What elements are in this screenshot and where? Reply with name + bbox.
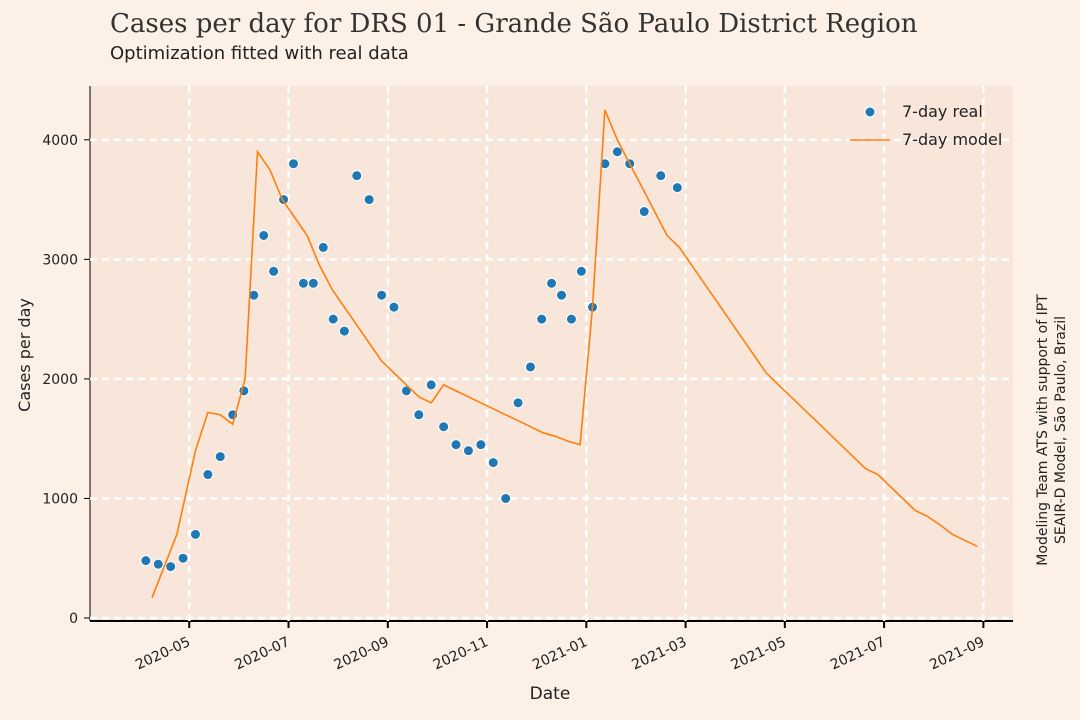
- data-point: [438, 421, 450, 433]
- side-note: SEAIR-D Model, São Paulo, Brazil: [1053, 316, 1069, 544]
- data-point: [287, 158, 299, 170]
- data-point: [297, 277, 309, 289]
- side-note: Modeling Team ATS with support of IPT: [1035, 294, 1051, 566]
- data-point: [655, 170, 667, 182]
- data-point: [152, 558, 164, 570]
- data-point: [307, 277, 319, 289]
- data-point: [671, 182, 683, 194]
- data-point: [475, 439, 487, 451]
- data-point: [248, 289, 260, 301]
- data-point: [536, 313, 548, 325]
- data-point: [638, 206, 650, 218]
- data-point: [338, 325, 350, 337]
- data-point: [512, 397, 524, 409]
- data-point: [214, 451, 226, 463]
- legend-label: 7-day model: [902, 130, 1002, 149]
- data-point: [268, 265, 280, 277]
- data-point: [487, 457, 499, 469]
- data-point: [189, 528, 201, 540]
- data-point: [450, 439, 462, 451]
- x-tick-label: 2020-09: [332, 634, 392, 673]
- y-tick-label: 0: [69, 611, 78, 627]
- data-point: [327, 313, 339, 325]
- data-point: [202, 469, 214, 481]
- data-point: [462, 445, 474, 457]
- x-tick-label: 2021-01: [530, 634, 590, 673]
- y-tick-label: 2000: [42, 372, 78, 388]
- y-tick-label: 3000: [42, 252, 78, 268]
- x-tick-label: 2021-09: [927, 634, 987, 673]
- plot-area: [90, 86, 1013, 621]
- y-axis-label: Cases per day: [15, 298, 34, 412]
- legend-marker: [864, 106, 876, 118]
- data-point: [425, 379, 437, 391]
- data-point: [500, 492, 512, 504]
- data-point: [575, 265, 587, 277]
- data-point: [611, 146, 623, 158]
- x-tick-label: 2021-07: [828, 634, 888, 673]
- data-point: [376, 289, 388, 301]
- data-point: [258, 229, 270, 241]
- data-point: [565, 313, 577, 325]
- model-line: [151, 109, 978, 598]
- x-tick-label: 2021-03: [629, 634, 689, 673]
- data-point: [524, 361, 536, 373]
- data-point: [388, 301, 400, 313]
- data-point: [140, 555, 152, 567]
- data-point: [177, 552, 189, 564]
- x-axis-label: Date: [530, 684, 571, 704]
- data-point: [351, 170, 363, 182]
- y-tick-label: 1000: [42, 491, 78, 507]
- x-tick-label: 2021-05: [729, 634, 789, 673]
- x-tick-label: 2020-05: [133, 634, 193, 673]
- chart-title: Cases per day for DRS 01 - Grande São Pa…: [110, 9, 918, 39]
- legend-label: 7-day real: [902, 102, 983, 121]
- data-point: [317, 241, 329, 253]
- data-point: [413, 409, 425, 421]
- x-tick-label: 2020-07: [232, 634, 292, 673]
- data-point: [556, 289, 567, 301]
- data-point: [363, 194, 375, 206]
- data-point: [546, 277, 558, 289]
- data-point: [165, 561, 177, 573]
- x-tick-label: 2020-11: [431, 634, 491, 673]
- chart-subtitle: Optimization fitted with real data: [110, 43, 409, 64]
- y-tick-label: 4000: [42, 133, 78, 149]
